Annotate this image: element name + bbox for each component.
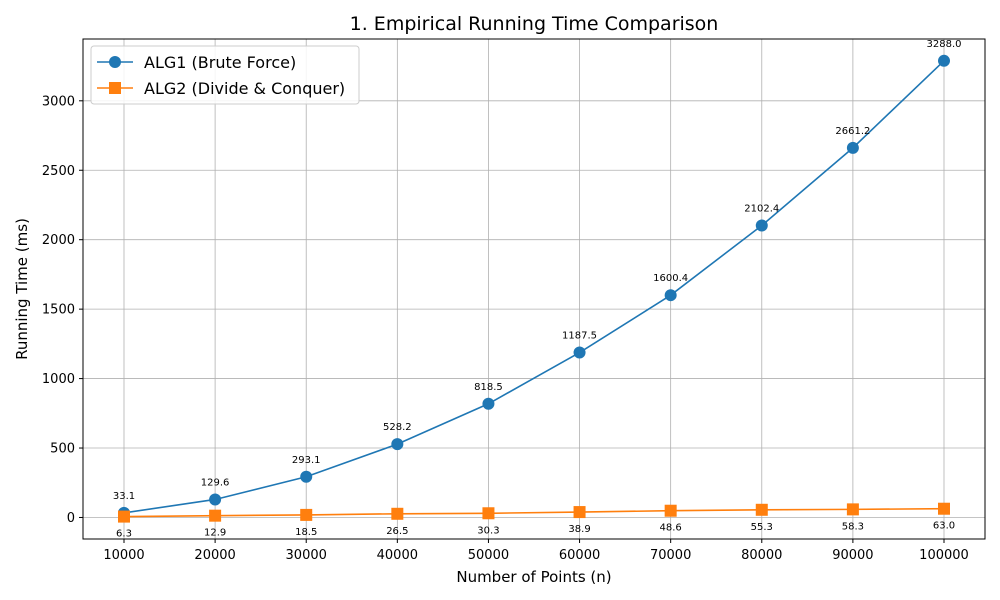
series-2-point — [118, 510, 130, 523]
series-2-data-label: 12.9 — [204, 528, 226, 539]
plot-frame — [82, 38, 986, 540]
series-2-data-label: 6.3 — [116, 529, 132, 540]
x-tick-label: 60000 — [559, 548, 600, 563]
series-2-point — [573, 506, 586, 519]
chart-title: 1. Empirical Running Time Comparison — [350, 13, 719, 35]
y-tick-label: 3000 — [42, 94, 75, 109]
series-1-data-label: 818.5 — [474, 382, 503, 393]
y-tick-label: 1000 — [42, 372, 75, 387]
x-tick-label: 20000 — [194, 548, 235, 563]
x-tick-label: 80000 — [741, 548, 782, 563]
series-1-data-label: 129.6 — [201, 477, 230, 488]
x-axis-title: Number of Points (n) — [456, 568, 611, 586]
y-tick-label: 500 — [50, 442, 75, 457]
series-2-point — [664, 504, 677, 517]
grid — [83, 39, 985, 539]
series-1-data-label: 33.1 — [113, 491, 135, 502]
series-2-data-label: 48.6 — [660, 523, 682, 534]
x-tick-label: 70000 — [650, 548, 691, 563]
series-1-point — [300, 470, 313, 483]
series-2-point — [482, 507, 495, 520]
series-2-point — [300, 508, 313, 521]
series-2-point — [755, 503, 768, 516]
axis-ticks: 10000 20000 30000 40000 50000 60000 70000 80000… — [42, 94, 969, 563]
x-tick-label: 50000 — [468, 548, 509, 563]
series-1-point — [938, 54, 950, 67]
series-2-point — [209, 509, 222, 522]
series-1-data-label: 293.1 — [292, 455, 321, 466]
series-line-1 — [123, 60, 945, 514]
series-2-data-label: 55.3 — [751, 522, 773, 533]
series-2-data-label: 38.9 — [568, 524, 590, 535]
y-tick-label: 1500 — [42, 303, 75, 318]
series-2-point — [391, 507, 404, 520]
series-1-point — [391, 438, 404, 451]
y-axis-title: Running Time (ms) — [13, 218, 31, 360]
series-2-point — [938, 502, 950, 515]
x-tick-label: 10000 — [103, 548, 144, 563]
legend-box — [90, 45, 360, 105]
series-1-point — [664, 289, 677, 302]
series-1-data-label: 528.2 — [383, 422, 412, 433]
series-1-data-label: 2661.2 — [835, 126, 870, 137]
legend-label-1: ALG1 (Brute Force) — [144, 53, 296, 72]
series-1-point — [573, 346, 586, 359]
series-2-point — [846, 503, 859, 516]
x-tick-label: 30000 — [286, 548, 327, 563]
series-1-data-label: 2102.4 — [744, 203, 779, 214]
series-2-data-label: 26.5 — [386, 526, 408, 537]
series-2-data-label: 63.0 — [933, 521, 955, 532]
x-tick-label: 90000 — [832, 548, 873, 563]
y-tick-label: 0 — [67, 511, 75, 526]
series-1-point — [755, 219, 768, 232]
series-1-point — [209, 493, 222, 506]
legend-label-2: ALG2 (Divide & Conquer) — [144, 79, 345, 98]
series-layer — [118, 54, 950, 523]
series-1-data-label: 3288.0 — [927, 39, 962, 50]
series-2-data-label: 18.5 — [295, 527, 317, 538]
x-tick-label: 100000 — [919, 548, 969, 563]
x-tick-label: 40000 — [377, 548, 418, 563]
y-tick-label: 2000 — [42, 233, 75, 248]
series-1-point — [482, 397, 495, 410]
series-1-data-label: 1600.4 — [653, 273, 688, 284]
series-2-data-label: 58.3 — [842, 521, 864, 532]
series-2-data-label: 30.3 — [477, 525, 499, 536]
legend-marker-1 — [109, 56, 121, 68]
legend-marker-2 — [109, 82, 121, 94]
legend: ALG1 (Brute Force) ALG2 (Divide & Conquer… — [90, 45, 360, 105]
y-tick-label: 2500 — [42, 164, 75, 179]
data-labels: 33.1 129.6 293.1 528.2 818.5 1187.5 1600.4 2102… — [113, 39, 962, 540]
series-1-data-label: 1187.5 — [562, 331, 597, 342]
series-line-2 — [123, 507, 945, 518]
series-1-point — [846, 141, 859, 154]
